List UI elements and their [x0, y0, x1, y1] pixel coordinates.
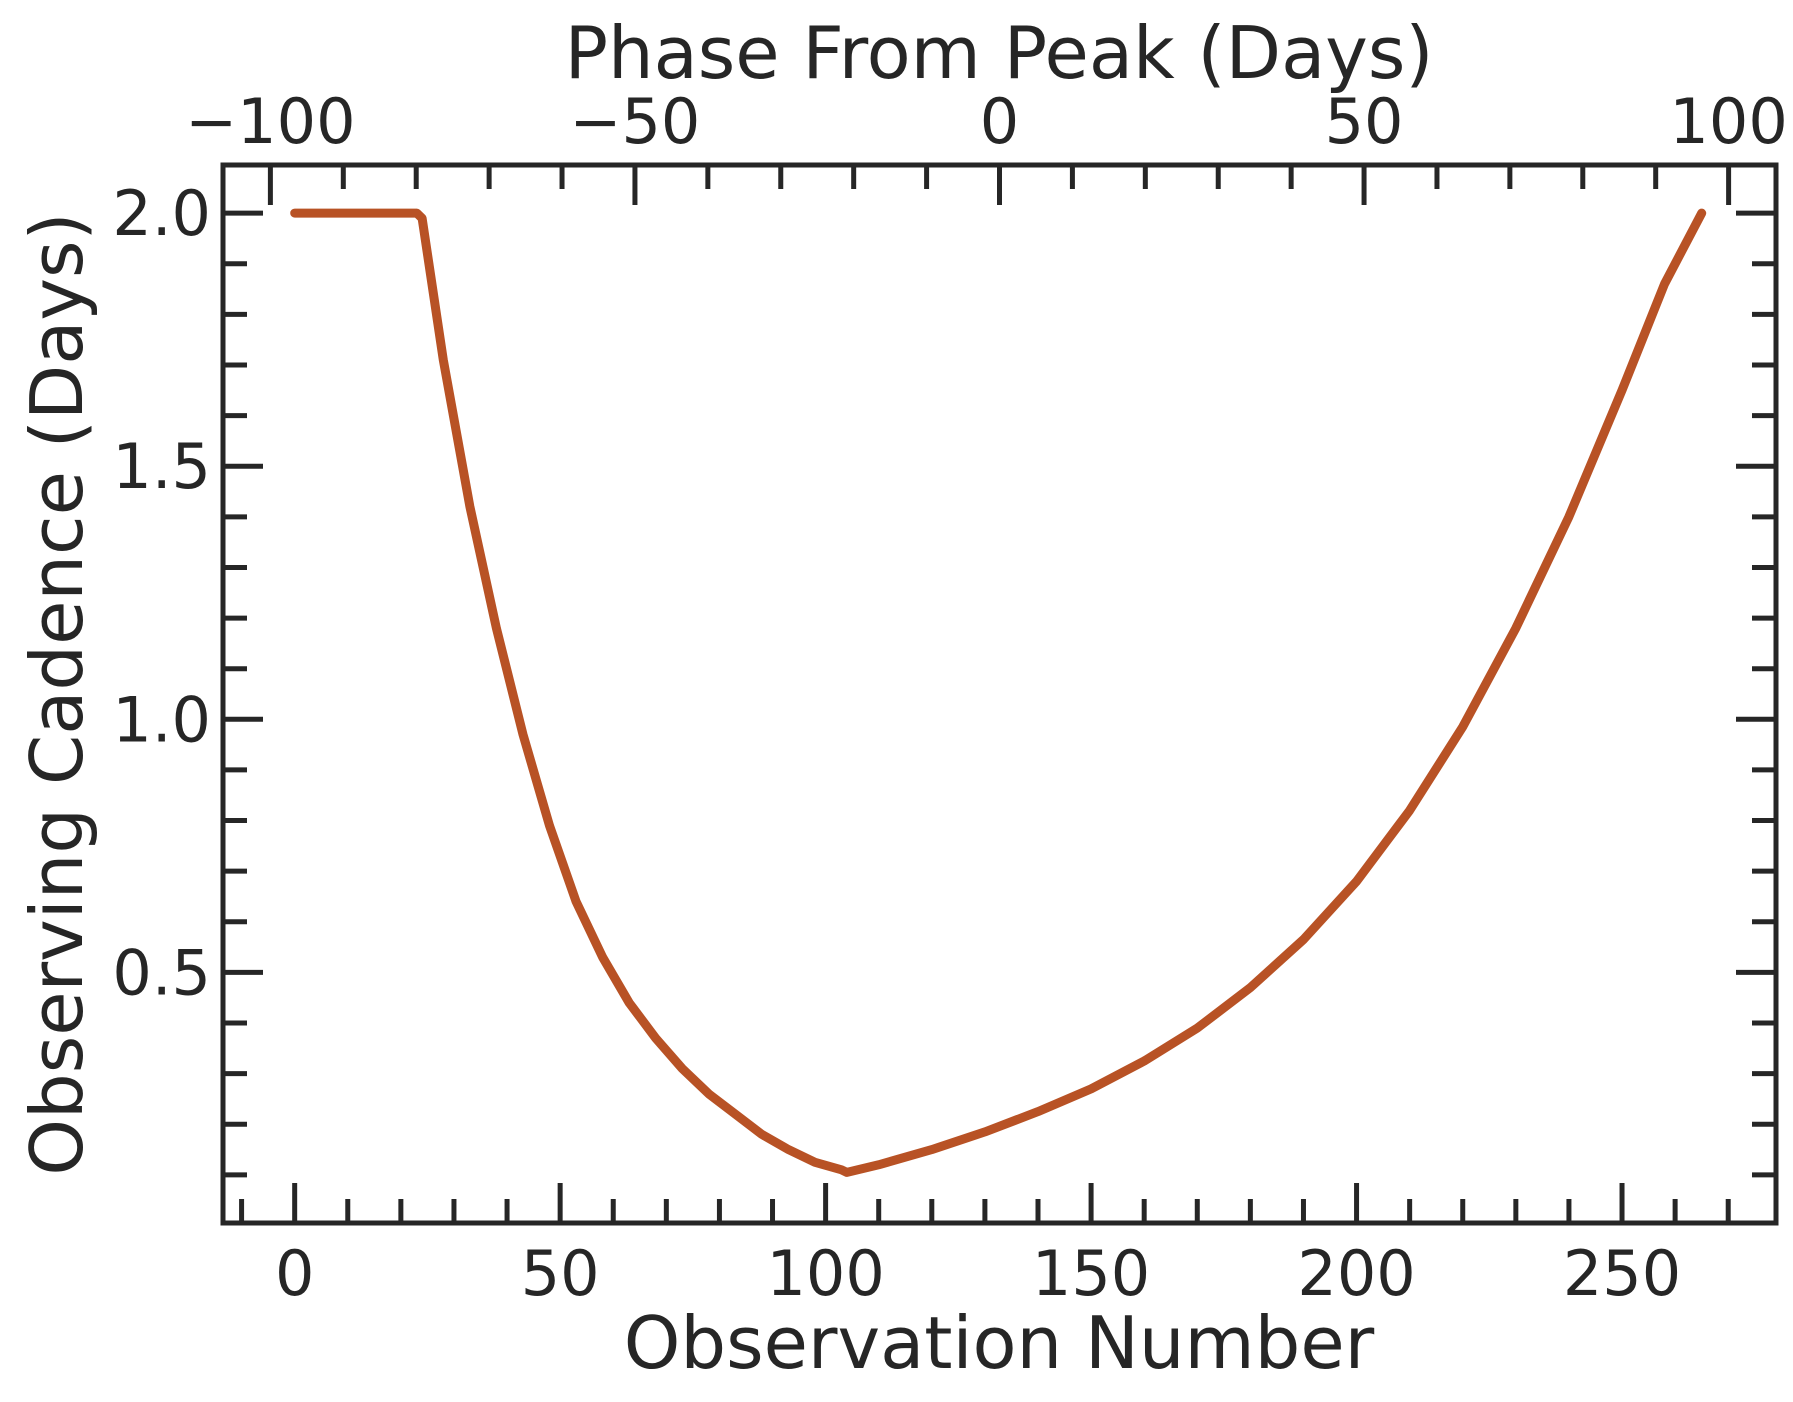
top-tick-label: 0 — [980, 85, 1019, 158]
tick-marks — [223, 165, 1776, 1223]
top-tick-label: −50 — [570, 85, 701, 158]
x-tick-label: 100 — [766, 1237, 884, 1310]
x-tick-label: 200 — [1297, 1237, 1415, 1310]
x-axis-label: Observation Number — [624, 1301, 1375, 1385]
y-tick-label: 2.0 — [112, 177, 211, 250]
x-tick-label: 0 — [275, 1237, 314, 1310]
top-tick-label: 50 — [1325, 85, 1404, 158]
cadence-line — [290, 208, 1707, 1177]
y-axis-label: Observing Cadence (Days) — [15, 212, 99, 1175]
top-axis-label: Phase From Peak (Days) — [565, 11, 1434, 95]
y-tick-label: 0.5 — [112, 936, 211, 1009]
plot-frame — [220, 162, 1779, 1226]
tick-labels: 0 50 100 150 200 250 0.5 1.0 1.5 2.0 −100 −50 0 50 100 — [112, 85, 1787, 1310]
y-tick-label: 1.5 — [112, 430, 211, 503]
top-tick-label: 100 — [1669, 85, 1787, 158]
x-tick-label: 250 — [1563, 1237, 1681, 1310]
top-tick-label: −100 — [185, 85, 355, 158]
x-tick-label: 150 — [1032, 1237, 1150, 1310]
y-tick-label: 1.0 — [112, 683, 211, 756]
x-tick-label: 50 — [521, 1237, 600, 1310]
